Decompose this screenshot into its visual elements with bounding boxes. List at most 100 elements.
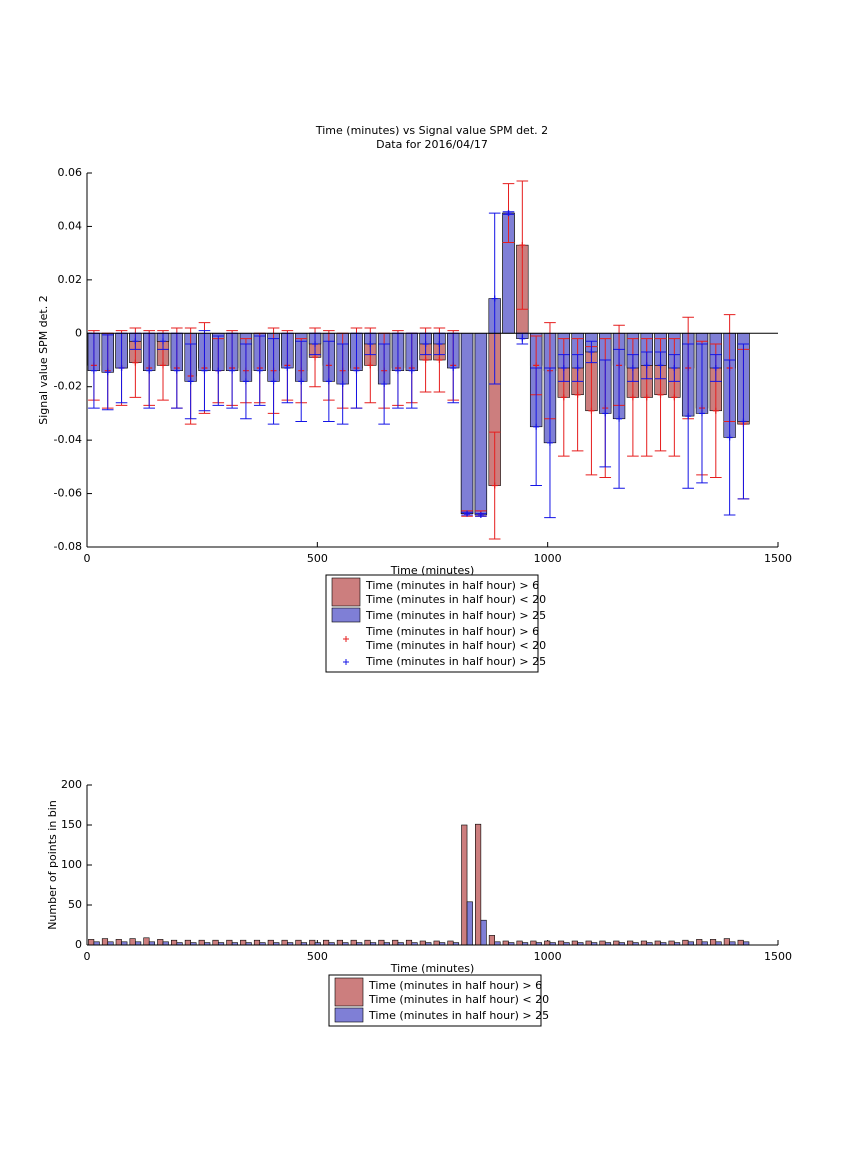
bar: [433, 940, 440, 946]
marker: [657, 391, 664, 398]
y-axis-label: Signal value SPM det. 2: [37, 295, 50, 425]
marker: [533, 423, 540, 430]
bar: [212, 939, 219, 946]
legend-label: Time (minutes in half hour) > 25: [368, 1009, 549, 1022]
marker: [698, 410, 705, 417]
bar: [88, 939, 95, 946]
marker: [657, 362, 664, 369]
marker: [685, 413, 692, 420]
bar: [460, 332, 474, 514]
marker: [229, 367, 236, 374]
x-tick-label: 1000: [534, 552, 562, 565]
marker: [602, 410, 609, 417]
legend-swatch: [334, 977, 364, 1007]
marker: [574, 365, 581, 372]
marker: [546, 439, 553, 446]
marker: [629, 394, 636, 401]
chart-title: Time (minutes) vs Signal value SPM det. …: [315, 124, 548, 137]
marker: [436, 340, 443, 347]
marker: [712, 365, 719, 372]
bar: [350, 939, 357, 946]
y-tick-label: 0: [75, 938, 82, 951]
bar: [295, 939, 302, 946]
x-tick-label: 1500: [764, 950, 792, 963]
marker: [712, 407, 719, 414]
marker: [270, 378, 277, 385]
bar: [253, 939, 261, 946]
marker: [560, 365, 567, 372]
legend-swatch: [331, 607, 361, 623]
bar: [419, 940, 426, 946]
bar: [115, 939, 122, 946]
marker: [312, 354, 319, 361]
x-axis-label: Time (minutes): [390, 564, 475, 577]
marker: [173, 367, 180, 374]
y-tick-label: 200: [61, 778, 82, 791]
marker: [477, 511, 484, 518]
bar: [640, 940, 648, 946]
marker: [132, 338, 139, 345]
bar: [364, 939, 371, 946]
bar: [309, 939, 316, 946]
bar: [171, 939, 178, 946]
bar: [557, 940, 565, 946]
bar: [129, 938, 136, 946]
bar: [475, 823, 482, 946]
marker: [339, 381, 346, 388]
marker: [160, 362, 167, 369]
bar: [101, 938, 109, 946]
bar: [709, 939, 717, 946]
bar: [240, 939, 247, 946]
legend-swatch: [331, 577, 361, 607]
legend-marker: [343, 659, 349, 665]
bar: [392, 939, 399, 946]
marker: [464, 510, 471, 517]
y-tick-label: 150: [61, 818, 82, 831]
marker: [215, 367, 222, 374]
bar: [599, 940, 606, 946]
x-tick-label: 1500: [764, 552, 792, 565]
x-tick-label: 500: [307, 552, 328, 565]
marker: [284, 365, 291, 372]
bar: [480, 919, 487, 946]
marker: [422, 340, 429, 347]
marker: [505, 210, 512, 217]
y-tick-label: 0: [75, 326, 82, 339]
chart-subtitle: Data for 2016/04/17: [376, 138, 488, 151]
marker: [312, 340, 319, 347]
marker: [643, 394, 650, 401]
marker: [325, 378, 332, 385]
marker: [519, 335, 526, 342]
legend-label: Time (minutes in half hour) > 6 Time (min…: [365, 625, 546, 652]
x-tick-label: 1000: [534, 950, 562, 963]
bar: [198, 939, 205, 946]
bar: [627, 940, 634, 946]
bar: [226, 939, 233, 946]
y-tick-label: 0.04: [58, 219, 83, 232]
marker: [574, 391, 581, 398]
bar: [530, 940, 537, 946]
marker: [519, 242, 526, 249]
bar: [544, 940, 551, 946]
marker: [298, 378, 305, 385]
y-tick-label: -0.02: [54, 380, 82, 393]
x-tick-label: 500: [307, 950, 328, 963]
bar: [157, 939, 164, 946]
marker: [671, 365, 678, 372]
y-tick-label: -0.04: [54, 433, 82, 446]
x-tick-label: 0: [84, 552, 91, 565]
marker: [588, 407, 595, 414]
bar: [323, 939, 330, 946]
bar: [267, 939, 274, 946]
bar: [447, 940, 454, 946]
x-axis-label: Time (minutes): [390, 962, 475, 975]
marker: [740, 418, 747, 425]
marker: [90, 367, 97, 374]
y-tick-label: 0.06: [58, 166, 83, 179]
x-tick-label: 0: [84, 950, 91, 963]
legend-marker: [343, 636, 349, 642]
marker: [394, 367, 401, 374]
legend-label: Time (minutes in half hour) > 25: [365, 655, 546, 668]
y-tick-label: -0.06: [54, 487, 82, 500]
